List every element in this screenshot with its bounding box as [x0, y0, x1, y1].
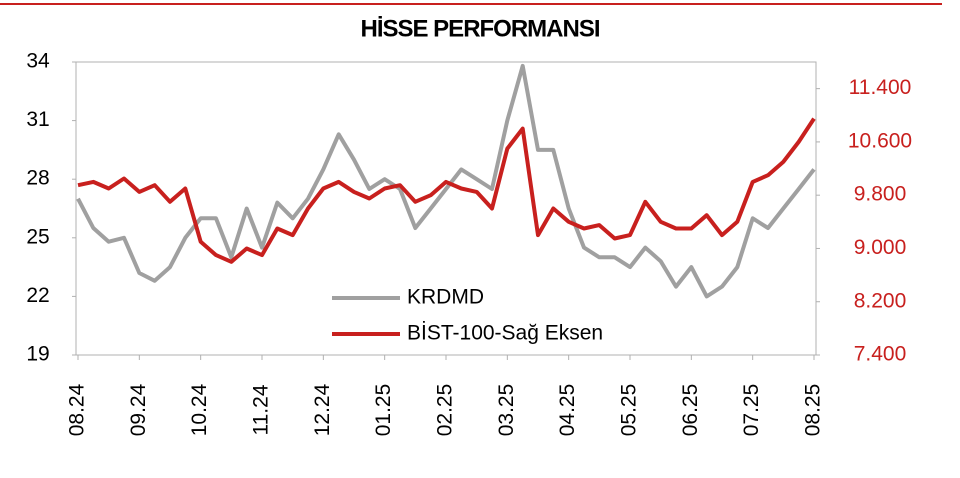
x-tick-label: 10.24 [188, 383, 211, 436]
chart-title: HİSSE PERFORMANSI [360, 15, 599, 42]
y-tick-label: 19 [26, 343, 49, 366]
x-tick-label: 08.25 [802, 384, 825, 437]
series-line [76, 63, 816, 299]
x-tick-label: 11.24 [250, 384, 273, 435]
y-tick-label: 34 [26, 50, 50, 73]
x-tick-label: 06.25 [679, 384, 702, 437]
y2-tick-label: 8.200 [854, 289, 907, 312]
x-tick-label: 02.25 [434, 384, 457, 437]
y2-tick-label: 9.000 [854, 236, 907, 259]
x-tick-label: 09.24 [127, 383, 150, 436]
y2-tick-label: 9.800 [854, 183, 907, 206]
y-tick-label: 31 [26, 108, 49, 131]
x-tick-label: 05.25 [618, 384, 641, 437]
y2-tick-label: 7.400 [854, 343, 907, 366]
plot-frame [75, 61, 817, 356]
x-tick-label: 01.25 [372, 384, 395, 437]
y-tick-label: 22 [26, 284, 49, 307]
legend-label: KRDMD [407, 286, 484, 309]
y-tick-label: 25 [26, 225, 49, 248]
x-tick-label: 04.25 [556, 384, 579, 437]
series-line [77, 117, 816, 264]
x-tick-label: 12.24 [311, 383, 334, 436]
x-tick-label: 07.25 [740, 384, 763, 437]
x-tick-label: 08.24 [66, 383, 89, 436]
y2-tick-label: 11.400 [849, 76, 912, 99]
y-tick-label: 28 [26, 167, 49, 190]
x-tick-label: 03.25 [495, 384, 518, 437]
legend-label: BİST-100-Sağ Eksen [407, 322, 603, 345]
y2-tick-label: 10.600 [848, 129, 912, 152]
